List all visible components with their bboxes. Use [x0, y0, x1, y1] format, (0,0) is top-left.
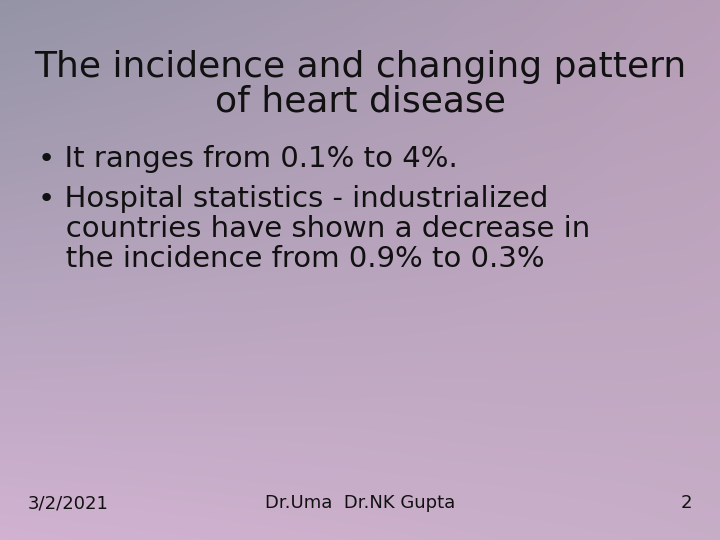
- Text: • Hospital statistics - industrialized: • Hospital statistics - industrialized: [38, 185, 549, 213]
- Text: countries have shown a decrease in: countries have shown a decrease in: [38, 215, 590, 243]
- Text: 3/2/2021: 3/2/2021: [28, 494, 109, 512]
- Text: Dr.Uma  Dr.NK Gupta: Dr.Uma Dr.NK Gupta: [265, 494, 455, 512]
- Text: The incidence and changing pattern: The incidence and changing pattern: [34, 50, 686, 84]
- Text: of heart disease: of heart disease: [215, 85, 505, 119]
- Text: • It ranges from 0.1% to 4%.: • It ranges from 0.1% to 4%.: [38, 145, 458, 173]
- Text: 2: 2: [680, 494, 692, 512]
- Text: the incidence from 0.9% to 0.3%: the incidence from 0.9% to 0.3%: [38, 245, 544, 273]
